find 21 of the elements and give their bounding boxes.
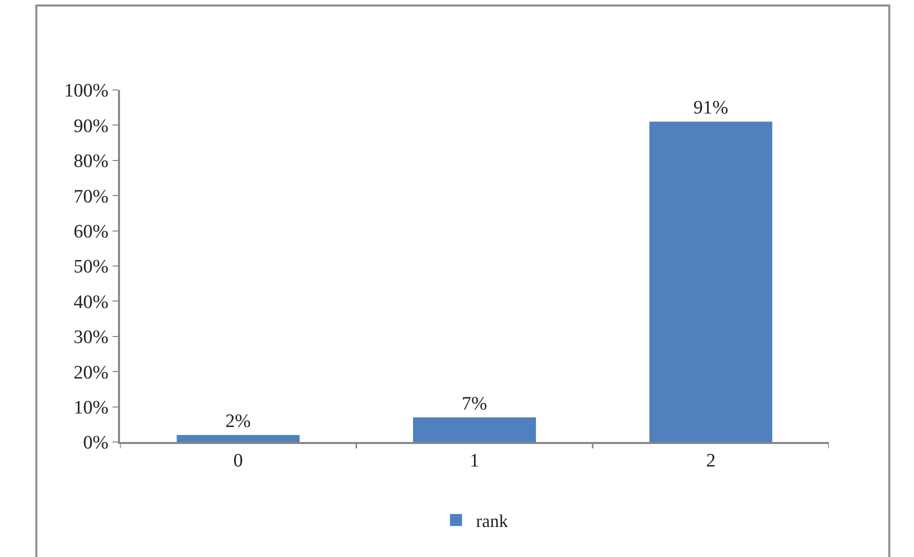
bar [649,122,772,442]
legend-label: rank [476,511,508,532]
y-tick-label: 60% [74,221,109,242]
data-label: 91% [693,98,728,119]
y-tick-label: 30% [74,327,109,348]
y-tick-label: 100% [64,80,109,102]
y-tick-label: 0% [83,432,109,454]
bar [176,434,300,442]
bar [413,417,536,442]
y-tick-label: 90% [74,116,109,137]
data-label: 7% [462,393,488,414]
x-tick-label: 2 [706,450,716,472]
data-label: 2% [225,410,251,432]
y-tick-label: 50% [74,256,109,278]
y-tick-label: 10% [74,397,109,418]
y-tick-label: 70% [74,186,109,208]
x-tick-label: 1 [470,450,480,472]
x-tick-label: 0 [233,450,243,472]
y-tick-label: 20% [74,362,109,384]
y-tick-label: 40% [74,292,109,313]
y-tick-label: 80% [74,151,109,172]
